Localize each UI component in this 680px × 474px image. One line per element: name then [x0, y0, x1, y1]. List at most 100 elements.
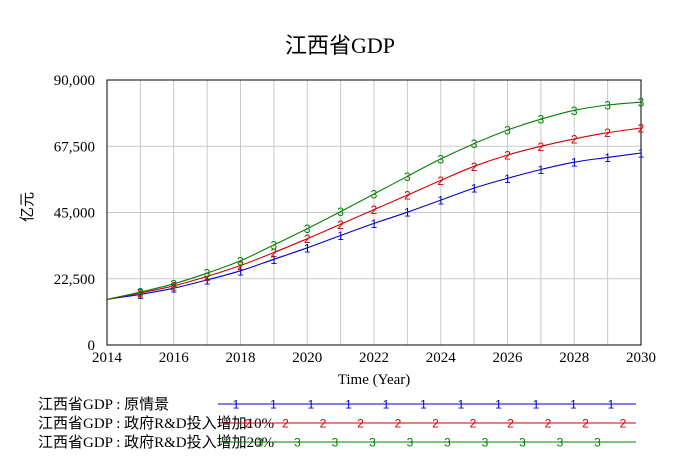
data-point-marker: 1 [638, 147, 645, 161]
data-point-marker: 3 [137, 286, 144, 300]
legend-marker: 2 [282, 417, 289, 431]
data-point-marker: 2 [137, 286, 144, 300]
data-point-marker: 3 [204, 267, 211, 281]
data-point-marker: 1 [471, 182, 478, 196]
data-point-marker: 3 [304, 222, 311, 236]
data-point-marker: 1 [538, 163, 545, 177]
series-1: 1 1 1 1 1 1 1 1 1 1 1 1 1 1 1 1 [106, 147, 645, 302]
chart-title: 江西省GDP [285, 33, 395, 58]
data-point-marker: 3 [638, 96, 645, 110]
plot-frame [106, 79, 642, 346]
data-point-marker: 2 [538, 140, 545, 154]
y-tick-label: 90,000 [54, 73, 95, 89]
series-3: 3 3 3 3 3 3 3 3 3 3 3 3 3 3 3 3 [106, 96, 645, 300]
legend-item-1: 江西省GDP : 原情景 1 1 1 1 1 1 1 1 1 1 1 [38, 396, 636, 413]
x-axis-label: Time (Year) [338, 372, 411, 388]
legend-marker: 1 [308, 398, 315, 412]
data-point-marker: 1 [137, 288, 144, 302]
legend-marker: 2 [357, 417, 364, 431]
data-point-marker: 2 [237, 259, 244, 273]
data-point-marker: 1 [237, 264, 244, 278]
data-point-marker: 2 [204, 270, 211, 284]
legend-label: 江西省GDP : 政府R&D投入增加20% [38, 434, 274, 451]
legend-marker: 3 [294, 436, 301, 450]
data-point-marker: 2 [371, 203, 378, 217]
data-point-marker: 3 [371, 187, 378, 201]
grid [107, 80, 641, 345]
legend-item-2: 江西省GDP : 政府R&D投入增加10%2 2 2 2 2 2 2 2 2 2 2 [38, 415, 636, 432]
data-point-marker: 2 [638, 121, 645, 135]
legend-marker: 2 [395, 417, 402, 431]
legend-marker: 2 [545, 417, 552, 431]
legend-marker: 1 [458, 398, 465, 412]
legend-marker: 2 [620, 417, 627, 431]
data-point-marker: 2 [304, 232, 311, 246]
legend-marker: 2 [470, 417, 477, 431]
y-tick-label: 67,500 [54, 139, 95, 155]
data-point-marker: 1 [337, 229, 344, 243]
legend-marker: 3 [482, 436, 489, 450]
series-2: 2 2 2 2 2 2 2 2 2 2 2 2 2 2 2 2 [106, 121, 645, 300]
data-point-marker: 2 [571, 132, 578, 146]
legend-label: 江西省GDP : 政府R&D投入增加10% [38, 415, 274, 432]
data-point-marker: 1 [304, 241, 311, 255]
data-point-marker: 2 [337, 218, 344, 232]
data-point-marker: 2 [170, 279, 177, 293]
data-point-marker: 3 [404, 170, 411, 184]
legend-marker: 3 [557, 436, 564, 450]
data-point-marker: 1 [170, 282, 177, 296]
legend-marker: 3 [407, 436, 414, 450]
legend-marker: 2 [320, 417, 327, 431]
x-tick-label: 2030 [626, 350, 656, 366]
data-point-marker: 3 [337, 205, 344, 219]
x-tick-label: 2022 [359, 350, 389, 366]
legend-marker: 3 [369, 436, 376, 450]
legend-marker: 1 [383, 398, 390, 412]
legend-marker: 1 [420, 398, 427, 412]
data-point-marker: 1 [371, 217, 378, 231]
y-axis-label: 亿元 [19, 192, 36, 222]
legend-marker: 2 [245, 417, 252, 431]
legend-marker: 3 [594, 436, 601, 450]
legend-marker: 3 [444, 436, 451, 450]
x-tick-label: 2028 [559, 350, 589, 366]
data-point-marker: 1 [437, 194, 444, 208]
legend-marker: 1 [345, 398, 352, 412]
x-tick-label: 2026 [493, 350, 524, 366]
data-point-marker: 2 [604, 126, 611, 140]
data-point-marker: 3 [571, 104, 578, 118]
legend-marker: 1 [570, 398, 577, 412]
legend-item-3: 江西省GDP : 政府R&D投入增加20%3 3 3 3 3 3 3 3 3 3 [38, 434, 636, 451]
legend-marker: 2 [507, 417, 514, 431]
y-tick-label: 22,500 [54, 272, 95, 288]
data-point-marker: 2 [404, 189, 411, 203]
x-tick-label: 2024 [426, 350, 457, 366]
data-point-marker: 1 [604, 151, 611, 165]
data-point-marker: 2 [471, 160, 478, 174]
y-tick-label: 0 [88, 338, 96, 354]
legend-marker: 3 [332, 436, 339, 450]
y-axis: 90,000 67,500 45,000 22,500 0 [54, 73, 95, 354]
legend-marker: 2 [432, 417, 439, 431]
data-point-marker: 3 [604, 99, 611, 113]
data-point-marker: 1 [404, 206, 411, 220]
x-axis: 2014 2016 2018 2020 2022 2024 2026 2028 2030 [92, 350, 656, 366]
legend-marker: 1 [270, 398, 277, 412]
data-point-marker: 1 [271, 253, 278, 267]
data-point-marker: 2 [437, 174, 444, 188]
legend-marker: 1 [608, 398, 615, 412]
data-point-marker: 1 [504, 172, 511, 186]
data-point-marker: 2 [504, 149, 511, 163]
data-point-marker: 3 [437, 152, 444, 166]
data-point-marker: 3 [504, 124, 511, 138]
x-tick-label: 2014 [92, 350, 123, 366]
series-line [106, 101, 642, 300]
legend-marker: 1 [533, 398, 540, 412]
legend-label: 江西省GDP : 原情景 [38, 396, 169, 413]
x-tick-label: 2018 [226, 350, 256, 366]
legend-marker: 2 [582, 417, 589, 431]
series-line [106, 127, 642, 300]
x-tick-label: 2020 [292, 350, 322, 366]
